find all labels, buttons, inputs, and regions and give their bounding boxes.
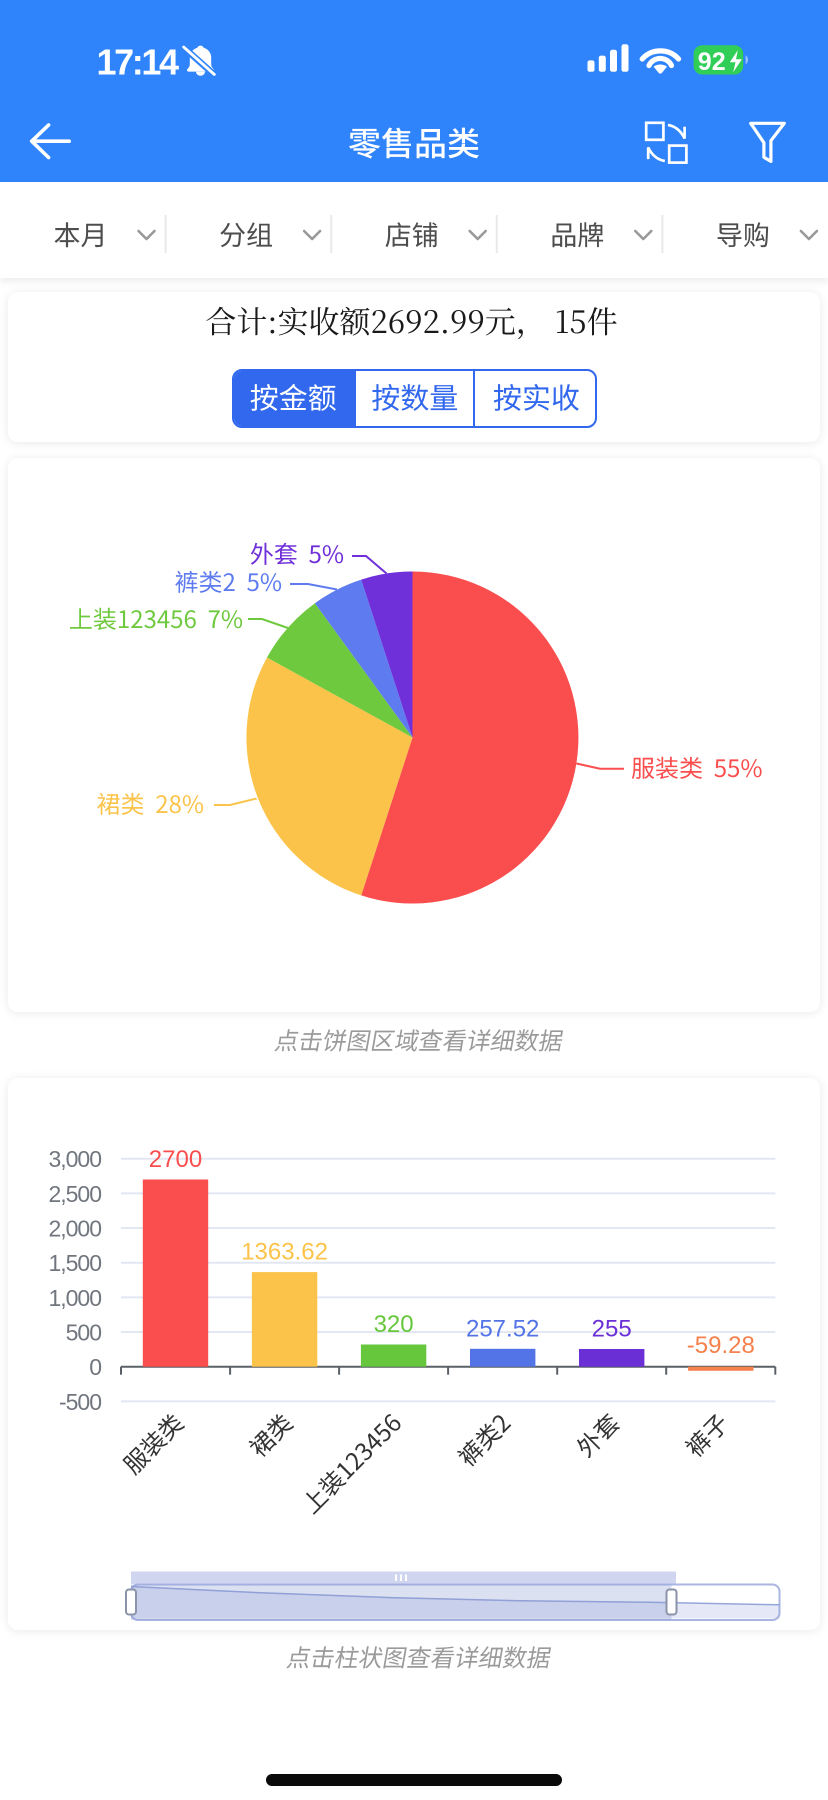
svg-text:1363.62: 1363.62 — [241, 1239, 328, 1266]
svg-text:2,000: 2,000 — [48, 1216, 101, 1242]
svg-text:257.52: 257.52 — [466, 1315, 539, 1342]
svg-text:320: 320 — [374, 1311, 414, 1338]
svg-text:0: 0 — [89, 1354, 101, 1380]
svg-text:1,500: 1,500 — [48, 1250, 101, 1276]
svg-text:1,000: 1,000 — [48, 1285, 101, 1311]
svg-text:500: 500 — [66, 1320, 102, 1346]
svg-text:17:14: 17:14 — [97, 42, 179, 83]
svg-text:-59.28: -59.28 — [687, 1332, 755, 1359]
svg-text:255: 255 — [592, 1316, 632, 1343]
svg-text:-500: -500 — [59, 1389, 101, 1415]
svg-text:2700: 2700 — [149, 1146, 202, 1173]
svg-text:92: 92 — [698, 48, 726, 76]
svg-text:2,500: 2,500 — [48, 1181, 101, 1207]
svg-text:3,000: 3,000 — [48, 1146, 101, 1172]
